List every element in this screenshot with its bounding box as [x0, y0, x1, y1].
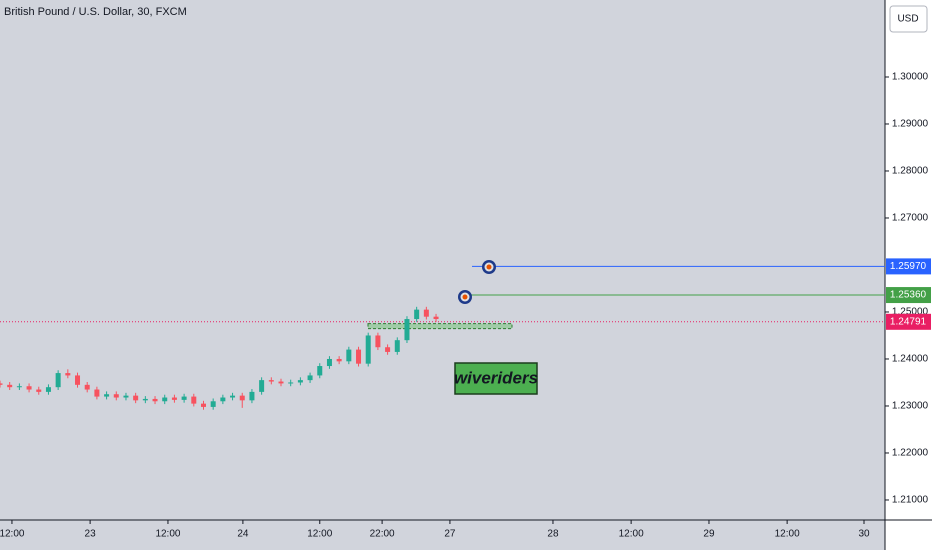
x-tick-label: 12:00 [155, 529, 180, 540]
candle-body [297, 380, 303, 383]
candle-body [200, 403, 206, 407]
candle-body [0, 383, 3, 385]
y-tick-label: 1.28000 [892, 166, 929, 177]
candle-body [94, 389, 100, 397]
y-tick-label: 1.24000 [892, 354, 929, 365]
candle-body [181, 396, 187, 400]
candle-body [55, 373, 61, 388]
price-label-bg [886, 313, 931, 330]
candle-body [171, 397, 177, 400]
chart-title: British Pound / U.S. Dollar, 30, FXCM [4, 6, 187, 18]
price-label-bg [886, 258, 931, 275]
x-tick-label: 12:00 [619, 529, 644, 540]
candle-body [16, 386, 22, 388]
y-tick-label: 1.29000 [892, 119, 929, 130]
target-icon [462, 294, 468, 300]
annotation: wiveriders [454, 368, 538, 387]
candle-body [162, 397, 168, 402]
currency-button[interactable] [889, 5, 928, 33]
candle-body [259, 380, 265, 392]
candle-body [404, 319, 410, 341]
candle-body [123, 395, 129, 398]
candle-body [394, 340, 400, 352]
zone [367, 323, 513, 330]
x-tick-label: 12:00 [775, 529, 800, 540]
x-tick-label: 23 [85, 529, 97, 540]
y-tick-label: 1.30000 [892, 72, 929, 83]
y-tick-label: 1.22000 [892, 448, 929, 459]
x-tick-label: 12:00 [0, 529, 25, 540]
y-tick-label: 1.25000 [892, 307, 929, 318]
x-tick-label: 12:00 [307, 529, 332, 540]
candle-body [220, 397, 226, 402]
candle-body [45, 387, 51, 392]
candle-body [133, 395, 139, 401]
candle-body [307, 375, 313, 381]
candle-body [385, 347, 391, 352]
price-label: 1.24791 [890, 316, 927, 327]
x-tick-label: 30 [858, 529, 870, 540]
candle-body [210, 401, 216, 407]
x-tick-label: 24 [237, 529, 249, 540]
candle-body [414, 309, 420, 320]
target-icon [486, 264, 492, 270]
candle-body [336, 358, 342, 362]
candle-body [356, 349, 362, 364]
candle-body [365, 335, 371, 364]
candle-body [113, 394, 119, 398]
x-tick-label: 29 [703, 529, 715, 540]
currency-label: USD [897, 14, 918, 25]
candle-body [423, 309, 429, 317]
candle-body [84, 384, 90, 390]
candle-body [346, 349, 352, 362]
target-icons [458, 260, 496, 304]
candle-body [104, 394, 110, 397]
price-label-bg [886, 287, 931, 304]
time-scale [0, 520, 885, 550]
candle-body [230, 395, 236, 398]
candle-body [75, 375, 81, 385]
candle-body [326, 358, 332, 367]
candle-body [142, 398, 148, 401]
candle-body [36, 389, 42, 392]
candle-body [239, 395, 245, 401]
price-label: 1.25970 [890, 261, 927, 272]
candle-body [7, 384, 13, 388]
y-tick-label: 1.27000 [892, 213, 929, 224]
candle-body [26, 386, 32, 390]
x-tick-label: 27 [444, 529, 456, 540]
candle-body [288, 382, 294, 384]
x-tick-label: 28 [547, 529, 559, 540]
annotation-box [454, 362, 538, 395]
candle-body [278, 381, 284, 384]
y-tick-label: 1.23000 [892, 401, 929, 412]
price-scale [885, 0, 932, 550]
candle-body [375, 335, 381, 348]
y-tick-label: 1.21000 [892, 495, 929, 506]
candle-body [249, 391, 255, 401]
candle-body [433, 316, 439, 320]
candle-body [317, 366, 323, 376]
candle-body [152, 398, 158, 402]
price-label: 1.25360 [890, 290, 927, 301]
x-tick-label: 22:00 [370, 529, 395, 540]
candle-body [191, 396, 197, 404]
candle-body [268, 380, 274, 382]
candle-body [65, 373, 71, 376]
